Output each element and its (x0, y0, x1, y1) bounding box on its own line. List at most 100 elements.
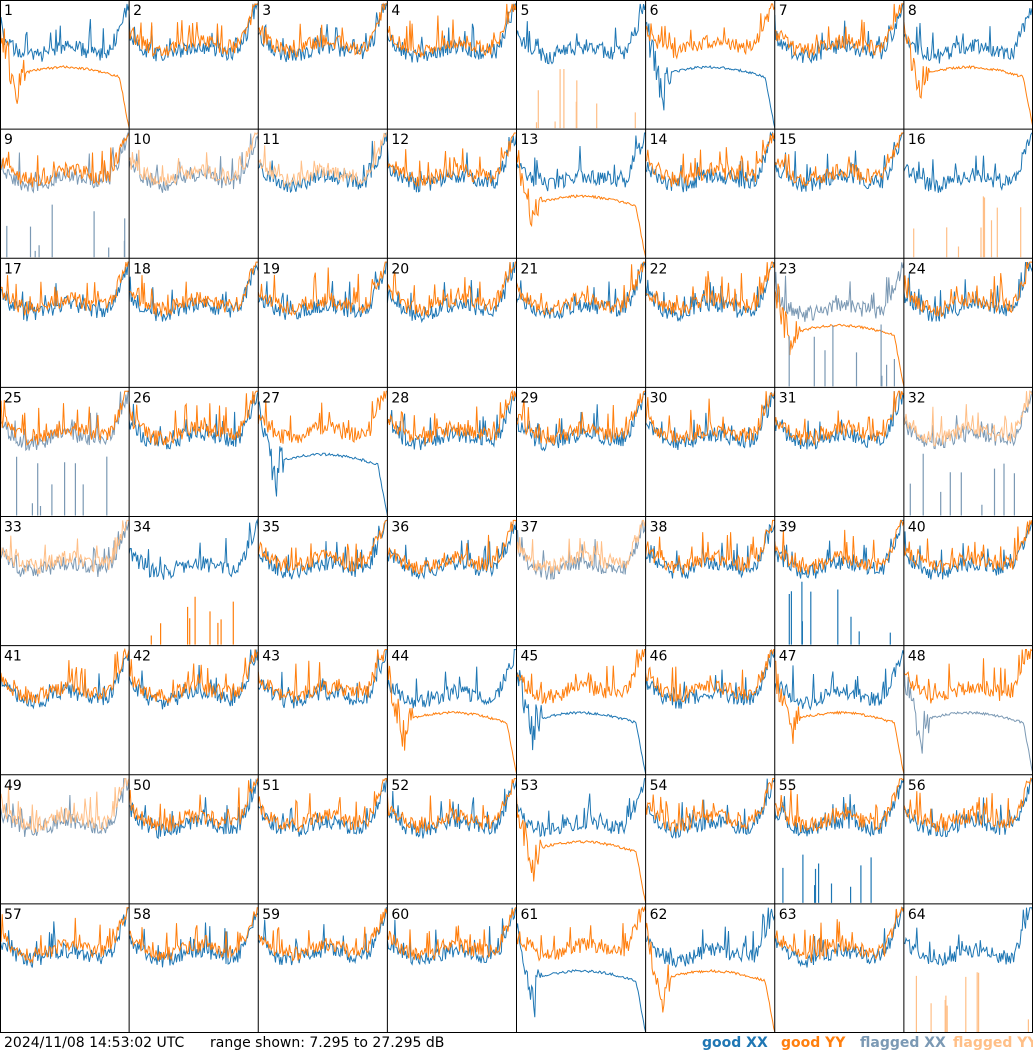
panel-number: 13 (521, 132, 539, 148)
xx-trace (258, 2, 388, 63)
xx-spikes (782, 854, 872, 903)
yy-trace (129, 649, 259, 704)
panel-61: 61 (516, 905, 646, 1032)
yy-trace (129, 777, 259, 833)
yy-trace (774, 3, 904, 59)
xx-trace (645, 778, 775, 839)
panel-number: 50 (133, 778, 151, 794)
xx-trace (903, 132, 1033, 193)
panel-number: 19 (262, 261, 280, 277)
yy-trace (903, 21, 1033, 128)
yy-trace (258, 778, 388, 833)
panel-number: 57 (4, 907, 22, 923)
panel-number: 45 (521, 649, 539, 665)
yy-trace (645, 391, 775, 444)
yy-trace (516, 261, 646, 316)
xx-trace (0, 778, 130, 837)
panel-number: 28 (391, 390, 409, 406)
xx-trace (645, 907, 775, 968)
panel-number: 41 (4, 649, 22, 665)
yy-trace (645, 649, 775, 703)
yy-trace (258, 2, 388, 59)
panel-35: 35 (258, 519, 388, 580)
panel-number: 25 (4, 390, 22, 406)
panel-number: 29 (521, 390, 539, 406)
panel-number: 11 (262, 132, 280, 148)
panel-8: 8 (903, 3, 1033, 128)
xx-trace (129, 778, 259, 840)
xx-trace (387, 779, 517, 839)
xx-trace (516, 3, 646, 65)
yy-trace (387, 389, 517, 445)
panel-27: 27 (258, 390, 388, 516)
yy-trace (645, 3, 775, 60)
panel-16: 16 (903, 132, 1033, 258)
panel-13: 13 (516, 132, 646, 258)
panel-4: 4 (387, 2, 517, 63)
panel-19: 19 (258, 261, 388, 320)
panel-56: 56 (903, 777, 1033, 838)
xx-trace (645, 261, 775, 323)
panel-number: 43 (262, 649, 280, 665)
panel-20: 20 (387, 261, 517, 324)
panel-55: 55 (774, 778, 904, 903)
panel-number: 46 (650, 649, 668, 665)
panel-41: 41 (0, 647, 130, 710)
panel-number: 7 (779, 3, 788, 19)
panel-number: 54 (650, 778, 668, 794)
panel-number: 23 (779, 261, 797, 277)
panel-53: 53 (516, 778, 646, 903)
xx-trace (0, 261, 130, 322)
xx-trace (129, 3, 259, 62)
panel-number: 15 (779, 132, 797, 148)
xx-trace (774, 132, 904, 192)
xx-trace (0, 650, 130, 710)
yy-trace (516, 390, 646, 445)
panel-21: 21 (516, 261, 646, 320)
panel-number: 42 (133, 649, 151, 665)
yy-trace (516, 150, 646, 258)
range-label: range shown: 7.295 to 27.295 dB (210, 1035, 445, 1051)
xx-spikes (788, 581, 891, 645)
panel-number: 32 (908, 390, 926, 406)
xx-trace (774, 907, 904, 968)
xx-trace (258, 778, 388, 837)
panel-23: 23 (774, 261, 904, 387)
yy-trace (903, 261, 1033, 318)
panel-34: 34 (129, 518, 259, 645)
yy-trace (387, 659, 517, 774)
panel-1: 1 (0, 3, 130, 128)
panel-22: 22 (645, 261, 775, 323)
panel-54: 54 (645, 778, 775, 839)
panel-3: 3 (258, 2, 388, 63)
panel-number: 30 (650, 390, 668, 406)
panel-number: 20 (391, 261, 409, 277)
panel-number: 31 (779, 390, 797, 406)
xx-trace (0, 520, 130, 577)
yy-trace (0, 132, 130, 188)
yy-trace (0, 17, 130, 128)
panel-number: 12 (391, 132, 409, 148)
yy-trace (387, 907, 517, 961)
panel-number: 16 (908, 132, 926, 148)
panel-number: 6 (650, 3, 659, 19)
yy-trace (258, 519, 388, 572)
panel-25: 25 (0, 390, 130, 516)
xx-spikes (788, 324, 895, 387)
xx-trace (645, 131, 775, 193)
panel-number: 55 (779, 778, 797, 794)
panel-51: 51 (258, 778, 388, 837)
panel-11: 11 (258, 132, 388, 194)
panel-number: 8 (908, 3, 917, 19)
panel-39: 39 (774, 520, 904, 645)
panel-58: 58 (129, 907, 259, 968)
panel-number: 2 (133, 3, 142, 19)
panel-47: 47 (774, 649, 904, 774)
panel-50: 50 (129, 777, 259, 840)
panel-32: 32 (903, 390, 1033, 516)
panel-number: 39 (779, 520, 797, 536)
panel-9: 9 (0, 132, 130, 258)
xx-trace (516, 778, 646, 838)
yy-trace (129, 907, 259, 962)
xx-trace (903, 8, 1033, 64)
